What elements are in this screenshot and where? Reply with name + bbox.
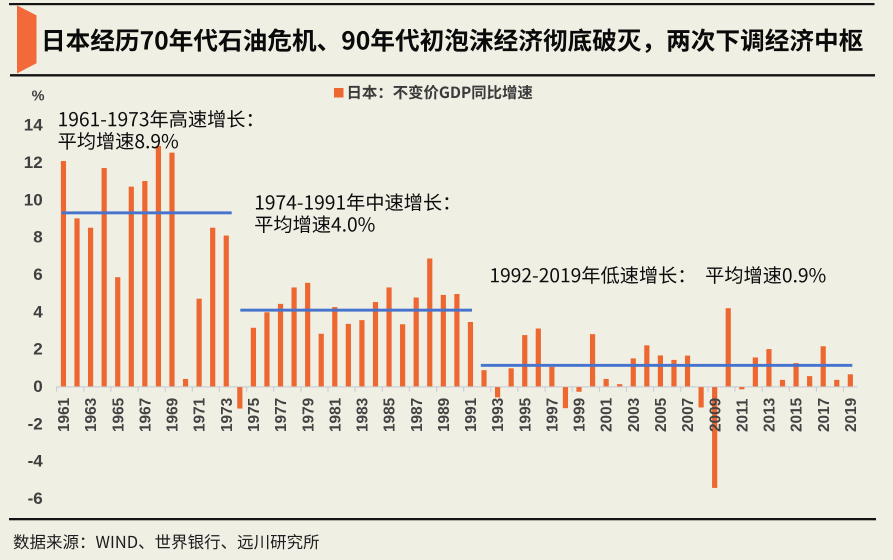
svg-text:2003: 2003	[626, 398, 643, 432]
svg-text:2017: 2017	[816, 398, 833, 432]
svg-text:1987: 1987	[409, 398, 426, 432]
svg-text:2013: 2013	[762, 398, 779, 432]
svg-text:1969: 1969	[165, 398, 182, 432]
svg-text:0: 0	[33, 377, 42, 396]
svg-text:14: 14	[24, 116, 43, 135]
svg-text:8: 8	[33, 228, 42, 247]
svg-text:1989: 1989	[436, 398, 453, 432]
svg-text:1985: 1985	[382, 397, 399, 432]
svg-text:4: 4	[33, 302, 43, 321]
svg-text:2001: 2001	[599, 397, 616, 432]
svg-text:1993: 1993	[490, 398, 507, 432]
svg-text:1991: 1991	[463, 397, 480, 432]
svg-text:2015: 2015	[789, 397, 806, 432]
svg-text:1973: 1973	[219, 398, 236, 432]
svg-text:2007: 2007	[680, 398, 697, 432]
svg-text:1997: 1997	[544, 398, 561, 432]
svg-text:10: 10	[24, 190, 43, 209]
svg-text:1983: 1983	[355, 398, 372, 432]
svg-text:1965: 1965	[110, 397, 127, 432]
svg-text:2019: 2019	[843, 398, 860, 432]
svg-text:2005: 2005	[653, 397, 670, 432]
svg-text:1977: 1977	[273, 398, 290, 432]
svg-text:%: %	[32, 89, 45, 105]
svg-text:1975: 1975	[246, 397, 263, 432]
svg-text:-4: -4	[28, 452, 44, 471]
svg-text:2011: 2011	[734, 398, 751, 432]
svg-text:2009: 2009	[707, 398, 724, 432]
svg-text:1967: 1967	[137, 398, 154, 432]
svg-text:-2: -2	[28, 414, 43, 433]
svg-text:-6: -6	[28, 489, 43, 508]
svg-text:12: 12	[24, 153, 43, 172]
svg-text:2: 2	[33, 340, 42, 359]
svg-text:1999: 1999	[572, 398, 589, 432]
svg-text:1981: 1981	[327, 397, 344, 432]
svg-text:1995: 1995	[517, 397, 534, 432]
svg-text:6: 6	[33, 265, 42, 284]
svg-text:1971: 1971	[192, 397, 209, 432]
svg-text:1961: 1961	[56, 397, 73, 432]
svg-text:1963: 1963	[83, 398, 100, 432]
svg-text:1979: 1979	[300, 398, 317, 432]
